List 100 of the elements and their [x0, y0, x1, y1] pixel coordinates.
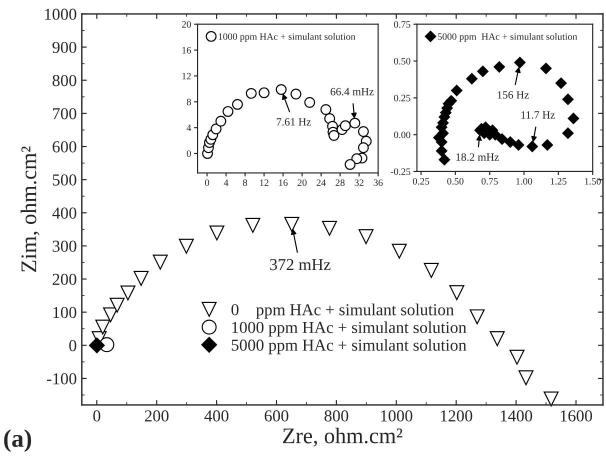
point: [496, 133, 508, 145]
y-tick-label: 0.00: [394, 132, 410, 138]
y-tick-label: -100: [47, 373, 76, 384]
point: [134, 270, 149, 286]
point: [466, 73, 478, 84]
y-axis-title: Zim, ohm.cm²: [20, 146, 40, 272]
x-tick-label: 0: [205, 179, 210, 186]
point: [526, 140, 538, 152]
point: [424, 262, 439, 278]
x-tick-label: 1200: [441, 410, 472, 422]
annotation: 7.61 Hz: [276, 118, 311, 126]
y-tick-label: 100: [53, 306, 76, 318]
y-tick-label: 700: [53, 108, 76, 120]
annotation: 11.7 Hz: [521, 111, 555, 119]
point: [328, 130, 340, 141]
point: [510, 350, 525, 365]
legend-label: 1000 ppm HAc + simulant solution: [218, 33, 356, 42]
point: [358, 229, 374, 244]
y-tick-label: 200: [52, 274, 76, 285]
x-tick-label: 12: [260, 179, 268, 186]
y-tick-label: 0.75: [394, 21, 410, 28]
legend-label: 1000 ppm HAc + simulant solution: [232, 321, 466, 336]
point: [568, 112, 580, 124]
x-tick-label: 1.25: [550, 178, 566, 185]
text: (a): [4, 429, 32, 452]
point: [494, 61, 506, 73]
y-tick-label: 20: [182, 21, 191, 28]
x-tick-label: 1.00: [516, 178, 532, 185]
point: [451, 84, 462, 96]
point: [562, 94, 574, 106]
x-tick-label: 36: [374, 179, 383, 186]
annotation: 66.4 mHz: [330, 88, 374, 96]
y-tick-label: 16: [182, 47, 192, 54]
point: [392, 244, 407, 259]
point: [514, 56, 526, 68]
point: [351, 153, 362, 164]
point: [542, 139, 554, 151]
x-tick-label: 4: [224, 179, 228, 186]
y-tick-label: 4: [186, 124, 192, 132]
y-tick-label: 8: [186, 98, 191, 106]
x-tick-label: 0.25: [412, 178, 430, 185]
y-tick-label: 12: [182, 72, 191, 80]
point: [349, 118, 360, 129]
point: [562, 127, 574, 139]
y-tick-label: 1000: [45, 8, 76, 20]
point: [344, 159, 356, 170]
x-tick-label: 400: [204, 410, 228, 422]
y-tick-label: 0: [186, 150, 191, 157]
x-tick-label: 200: [144, 410, 169, 422]
y-tick-label: 600: [52, 141, 76, 152]
x-tick-label: 800: [324, 410, 348, 422]
point: [246, 88, 257, 99]
y-tick-label: 0.25: [394, 94, 410, 102]
point: [245, 218, 260, 233]
x-tick-label: 1400: [500, 410, 532, 422]
point: [358, 126, 369, 137]
x-tick-label: 0.75: [482, 178, 498, 185]
point: [490, 331, 505, 346]
annotation: 372 mHz: [270, 259, 330, 270]
y-tick-label: 500: [52, 174, 76, 186]
point: [304, 97, 316, 108]
y-tick-label: 300: [52, 240, 76, 252]
legend-label: 5000 ppm HAc + simulant solution: [438, 33, 578, 42]
x-tick-label: 28: [336, 179, 345, 186]
x-tick-label: 32: [354, 179, 364, 186]
point: [103, 307, 118, 322]
point: [178, 238, 194, 254]
point: [110, 298, 125, 313]
point: [88, 337, 105, 354]
point: [340, 120, 351, 132]
point: [95, 320, 110, 335]
point: [436, 145, 448, 157]
x-tick-label: 16: [279, 179, 288, 186]
point: [258, 87, 270, 98]
point: [544, 391, 559, 406]
y-tick-label: 0.50: [394, 58, 410, 65]
x-tick-label: 0.50: [447, 178, 464, 185]
point: [446, 95, 457, 107]
x-tick-label: 0: [93, 410, 100, 422]
y-tick-label: 0: [69, 340, 76, 352]
annotation: 156 Hz: [498, 91, 529, 99]
point: [477, 66, 489, 78]
x-tick-label: 20: [298, 179, 307, 186]
y-tick-label: 900: [52, 42, 76, 54]
x-tick-label: 1600: [560, 410, 592, 422]
annotation: 18.2 mHz: [456, 153, 499, 161]
point: [555, 77, 567, 89]
x-tick-label: 8: [243, 179, 248, 186]
point: [284, 216, 300, 232]
point: [152, 254, 168, 270]
point: [504, 136, 516, 148]
point: [276, 84, 287, 95]
point: [540, 62, 552, 74]
point: [290, 88, 302, 100]
legend-label: 5000 ppm HAc + simulant solution: [232, 339, 466, 354]
point: [320, 104, 332, 115]
point: [120, 285, 136, 300]
point: [438, 154, 450, 166]
x-axis-title: Zre, ohm.cm²: [283, 428, 402, 447]
x-tick-label: 1.50: [585, 178, 601, 185]
